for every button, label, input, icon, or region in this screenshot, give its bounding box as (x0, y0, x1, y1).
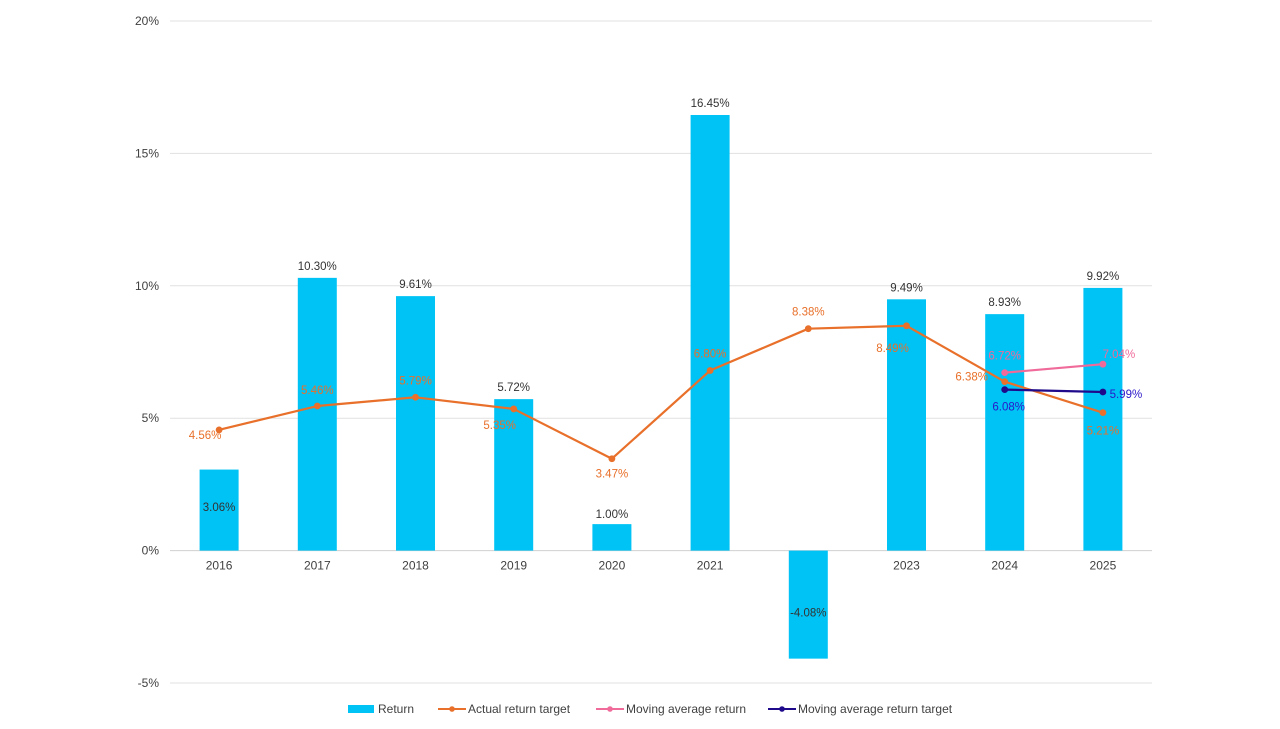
legend-marker (779, 706, 785, 712)
bar-data-label: 3.06% (203, 502, 236, 514)
data-point (215, 426, 223, 434)
series-line (1004, 388, 1103, 394)
line-data-label: 5.79% (399, 375, 432, 387)
x-tick-label: 2021 (697, 559, 724, 573)
data-point (903, 322, 910, 330)
line-data-label: 8.49% (876, 343, 909, 355)
bar (494, 399, 534, 551)
bar (396, 296, 435, 551)
legend-label: Moving average return target (798, 702, 953, 716)
x-tick-label: 2019 (500, 559, 527, 573)
line-data-label: 5.46% (301, 385, 334, 397)
legend-label: Actual return target (468, 702, 571, 716)
bar-data-label: 9.61% (399, 279, 432, 291)
line-data-label: 6.08% (992, 402, 1025, 414)
data-point (804, 325, 812, 333)
line-data-label: 6.38% (955, 372, 988, 384)
bar (592, 524, 632, 551)
y-tick-label: -5% (138, 676, 160, 690)
bar-data-label: 16.45% (691, 98, 730, 110)
legend-label: Moving average return (626, 702, 746, 716)
x-tick-label: 2017 (304, 559, 331, 573)
data-point (412, 393, 419, 401)
y-tick-label: 20% (135, 14, 159, 28)
line-data-label: 6.72% (988, 351, 1021, 363)
y-tick-label: 15% (135, 146, 159, 160)
bar (297, 277, 337, 551)
series-line (218, 324, 1104, 460)
data-point (706, 367, 714, 374)
data-point (608, 455, 616, 463)
bar (887, 299, 926, 551)
x-tick-label: 2018 (402, 559, 429, 573)
data-point (1001, 369, 1009, 377)
legend-swatch (348, 705, 374, 713)
bar (788, 550, 828, 659)
data-point (1099, 409, 1107, 417)
line-data-label: 4.56% (189, 430, 222, 442)
data-point (1099, 360, 1107, 368)
y-tick-label: 10% (135, 279, 159, 293)
bar-data-label: 9.92% (1087, 271, 1120, 283)
bar (199, 469, 239, 551)
data-point (510, 405, 518, 413)
bar-data-label: -4.08% (790, 608, 826, 620)
x-tick-label: 2016 (206, 559, 233, 573)
line-data-label: 7.04% (1103, 349, 1136, 361)
y-tick-label: 5% (142, 411, 160, 425)
legend-marker (607, 706, 613, 712)
series-line (1004, 363, 1103, 374)
data-point (313, 402, 321, 410)
bar (690, 115, 730, 551)
bar-data-label: 10.30% (298, 261, 337, 273)
x-tick-label: 2020 (599, 559, 626, 573)
x-tick-label: 2025 (1090, 559, 1117, 573)
bar (985, 314, 1025, 551)
data-point (1001, 378, 1009, 386)
bar (1083, 287, 1123, 551)
bar-data-label: 1.00% (596, 509, 629, 521)
line-data-label: 6.80% (694, 349, 727, 361)
bar-data-label: 8.93% (988, 297, 1021, 309)
x-tick-label: 2023 (893, 559, 920, 573)
data-point (1099, 388, 1107, 396)
line-data-label: 5.35% (483, 420, 516, 432)
x-tick-label: 2024 (991, 559, 1018, 573)
line-data-label: 8.38% (792, 307, 825, 319)
data-point (1001, 386, 1009, 394)
bar-data-label: 9.49% (890, 282, 923, 294)
bar-data-label: 5.72% (497, 382, 530, 394)
line-data-label: 3.47% (596, 469, 629, 481)
legend-marker (449, 706, 455, 712)
line-data-label: 5.99% (1110, 389, 1143, 401)
y-tick-label: 0% (142, 544, 160, 558)
line-data-label: 5.21% (1087, 426, 1120, 438)
legend-label: Return (378, 702, 414, 716)
